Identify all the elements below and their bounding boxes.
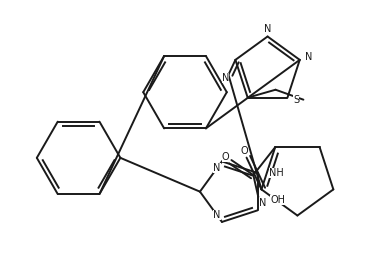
Text: N: N xyxy=(264,23,271,34)
Text: N: N xyxy=(259,198,266,208)
Text: OH: OH xyxy=(270,195,285,205)
Text: N: N xyxy=(222,73,229,83)
Text: O: O xyxy=(241,146,248,156)
Text: S: S xyxy=(293,95,299,105)
Text: O: O xyxy=(222,152,229,162)
Text: N: N xyxy=(305,52,312,62)
Text: N: N xyxy=(213,163,221,173)
Text: NH: NH xyxy=(270,168,284,178)
Text: N: N xyxy=(213,210,221,220)
